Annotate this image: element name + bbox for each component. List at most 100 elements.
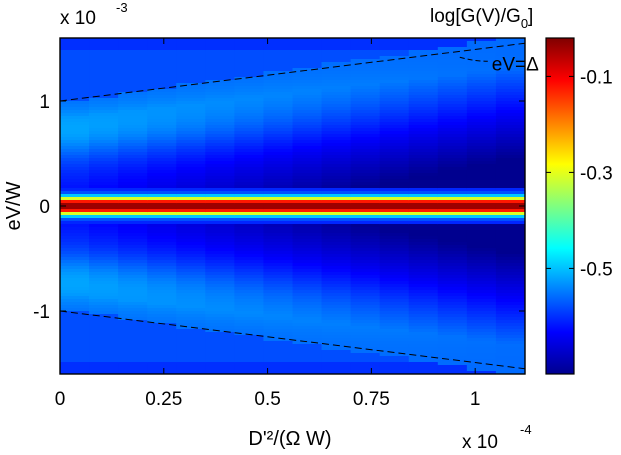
heatmap-cell (495, 62, 525, 66)
heatmap-cell (205, 134, 235, 138)
heatmap-cell (234, 266, 265, 270)
heatmap-cell (408, 287, 439, 291)
heatmap-cell (466, 197, 497, 201)
heatmap-cell (437, 227, 468, 231)
heatmap-cell (495, 173, 525, 177)
heatmap-cell (379, 194, 410, 198)
heatmap-cell (321, 182, 352, 186)
heatmap-cell (408, 284, 439, 288)
heatmap-cell (60, 287, 90, 291)
heatmap-cell (292, 116, 323, 120)
heatmap-cell (147, 233, 177, 237)
heatmap-cell (147, 83, 177, 87)
heatmap-cell (89, 161, 119, 165)
heatmap-cell (292, 98, 323, 102)
heatmap-cell (321, 353, 352, 357)
heatmap-cell (60, 347, 90, 351)
heatmap-cell (321, 116, 352, 120)
heatmap-cell (408, 203, 439, 207)
heatmap-cell (379, 143, 410, 147)
heatmap-cell (147, 365, 177, 369)
heatmap-cell (176, 77, 206, 81)
heatmap-cell (118, 179, 148, 183)
heatmap-cell (118, 302, 148, 306)
heatmap-cell (60, 176, 90, 180)
heatmap-cell (60, 269, 90, 273)
heatmap-cell (466, 116, 497, 120)
heatmap-cell (60, 242, 90, 246)
heatmap-cell (350, 203, 381, 207)
heatmap-cell (147, 53, 177, 57)
heatmap-cell (118, 257, 148, 261)
heatmap-cell (437, 263, 468, 267)
heatmap-cell (408, 191, 439, 195)
heatmap-cell (205, 314, 235, 318)
heatmap-cell (408, 116, 439, 120)
heatmap-cell (437, 119, 468, 123)
heatmap-cell (89, 134, 119, 138)
heatmap-cell (495, 122, 525, 126)
heatmap-cell (495, 77, 525, 81)
heatmap-cell (234, 206, 265, 210)
heatmap-cell (118, 341, 148, 345)
heatmap-cell (176, 284, 206, 288)
heatmap-cell (205, 305, 235, 309)
heatmap-cell (292, 311, 323, 315)
heatmap-cell (379, 221, 410, 225)
heatmap-cell (408, 59, 439, 63)
heatmap-cell (379, 98, 410, 102)
heatmap-cell (205, 323, 235, 327)
heatmap-cell (176, 104, 206, 108)
heatmap-cell (60, 359, 90, 363)
heatmap-cell (147, 167, 177, 171)
heatmap-cell (466, 341, 497, 345)
heatmap-cell (89, 197, 119, 201)
heatmap-cell (205, 371, 235, 374)
heatmap-cell (408, 341, 439, 345)
heatmap-cell (437, 146, 468, 150)
heatmap-cell (350, 53, 381, 57)
heatmap-cell (147, 272, 177, 276)
heatmap-cell (205, 368, 235, 372)
heatmap-cell (495, 191, 525, 195)
heatmap-cell (234, 113, 265, 117)
heatmap-cell (147, 47, 177, 51)
heatmap-cell (89, 335, 119, 339)
heatmap-cell (89, 233, 119, 237)
heatmap-cell (379, 41, 410, 45)
heatmap-cell (118, 326, 148, 330)
heatmap-cell (60, 323, 90, 327)
heatmap-cell (466, 275, 497, 279)
heatmap-cell (118, 314, 148, 318)
heatmap-cell (408, 77, 439, 81)
heatmap-cell (350, 332, 381, 336)
heatmap-cell (234, 131, 265, 135)
heatmap-cell (176, 170, 206, 174)
heatmap-cell (176, 215, 206, 219)
heatmap-cell (350, 341, 381, 345)
heatmap-cell (118, 284, 148, 288)
heatmap-cell (292, 257, 323, 261)
heatmap-cell (263, 209, 294, 213)
heatmap-cell (176, 245, 206, 249)
heatmap-cell (350, 71, 381, 75)
heatmap-cell (292, 197, 323, 201)
heatmap-cell (292, 194, 323, 198)
heatmap-cell (408, 275, 439, 279)
heatmap-cell (118, 347, 148, 351)
heatmap-cell (379, 224, 410, 228)
heatmap-cell (147, 134, 177, 138)
heatmap-cell (263, 122, 294, 126)
heatmap-cell (147, 125, 177, 129)
heatmap-cell (321, 203, 352, 207)
heatmap-cell (89, 362, 119, 366)
heatmap-cell (234, 128, 265, 132)
heatmap-cell (408, 110, 439, 114)
heatmap-cell (176, 365, 206, 369)
heatmap-cell (60, 92, 90, 96)
heatmap-cell (205, 335, 235, 339)
heatmap-cell (176, 254, 206, 258)
heatmap-cell (437, 215, 468, 219)
heatmap-cell (176, 320, 206, 324)
heatmap-cell (205, 50, 235, 54)
